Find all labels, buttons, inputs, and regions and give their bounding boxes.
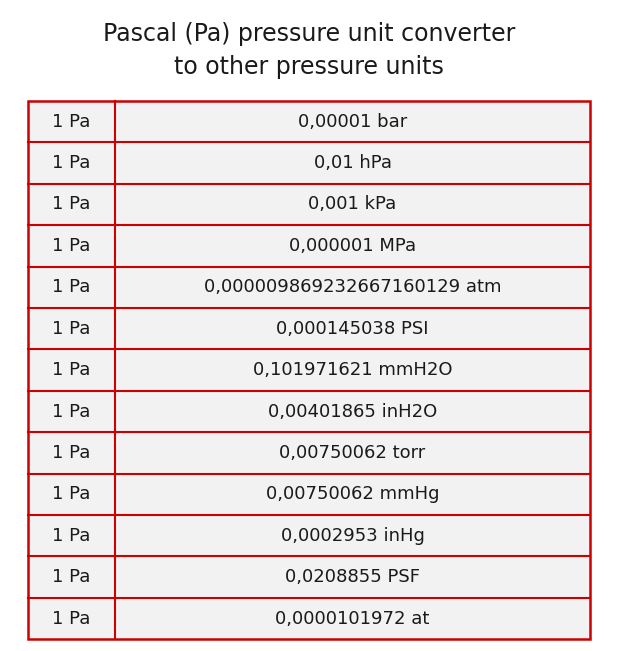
Text: 0,101971621 mmH2O: 0,101971621 mmH2O [253,361,452,379]
Text: 1 Pa: 1 Pa [52,609,91,628]
Text: 0,000145038 PSI: 0,000145038 PSI [276,320,429,338]
Text: 0,001 kPa: 0,001 kPa [308,195,397,214]
Text: 0,0000098692326671601​29 atm: 0,0000098692326671601​29 atm [204,278,501,296]
Text: 0,00750062 mmHg: 0,00750062 mmHg [266,486,439,503]
Text: 1 Pa: 1 Pa [52,486,91,503]
Text: 1 Pa: 1 Pa [52,527,91,545]
Text: 1 Pa: 1 Pa [52,237,91,255]
Text: 1 Pa: 1 Pa [52,278,91,296]
Text: 1 Pa: 1 Pa [52,195,91,214]
Text: 0,00001 bar: 0,00001 bar [298,113,407,131]
Text: 0,0000101972 at: 0,0000101972 at [276,609,430,628]
Text: 1 Pa: 1 Pa [52,154,91,172]
Text: 1 Pa: 1 Pa [52,113,91,131]
Text: Pascal (Pa) pressure unit converter
to other pressure units: Pascal (Pa) pressure unit converter to o… [103,21,515,79]
Text: 0,0002953 inHg: 0,0002953 inHg [281,527,425,545]
Text: 1 Pa: 1 Pa [52,320,91,338]
Text: 1 Pa: 1 Pa [52,361,91,379]
Text: 1 Pa: 1 Pa [52,444,91,462]
Text: 1 Pa: 1 Pa [52,402,91,421]
Bar [28,101,590,639]
Text: 0,000001 MPa: 0,000001 MPa [289,237,416,255]
Text: 0,00750062 torr: 0,00750062 torr [279,444,426,462]
Text: 1 Pa: 1 Pa [52,568,91,586]
Text: 0,0208855 PSF: 0,0208855 PSF [285,568,420,586]
Text: 0,00401865 inH2O: 0,00401865 inH2O [268,402,437,421]
Text: 0,01 hPa: 0,01 hPa [313,154,392,172]
